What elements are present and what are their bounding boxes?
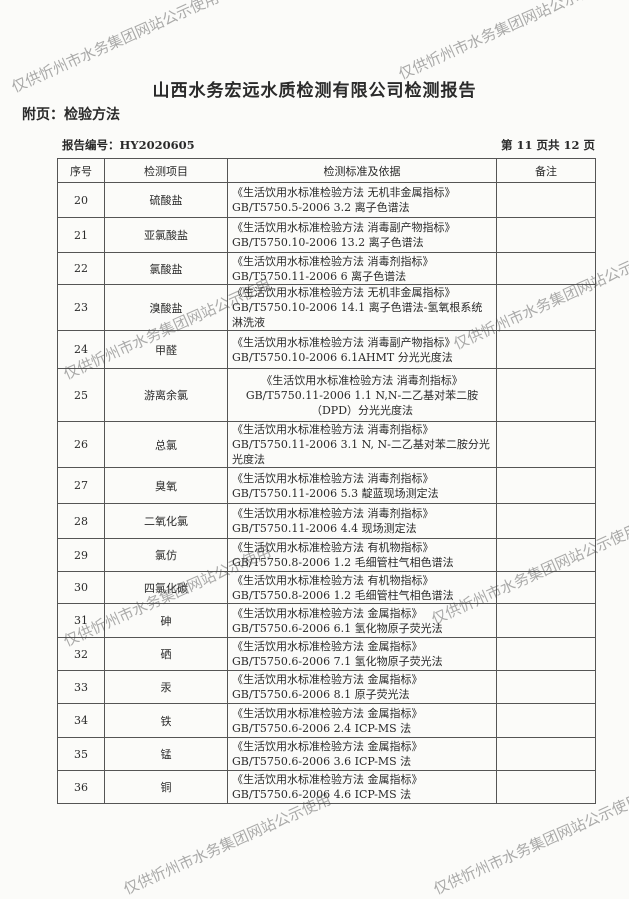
table-row: 30 四氯化碳 《生活饮用水标准检验方法 有机物指标》 GB/T5750.8-200… — [57, 571, 596, 604]
table-header-row: 序号 检测项目 检测标准及依据 备注 — [57, 158, 596, 183]
header-method: 检测标准及依据 — [227, 158, 497, 183]
row-number: 29 — [57, 538, 105, 572]
remark — [496, 571, 596, 604]
table-row: 32 硒《生活饮用水标准检验方法 金属指标》 GB/T5750.6-2006 7.… — [57, 637, 596, 671]
test-method: 《生活饮用水标准检验方法 金属指标》 GB/T5750.6-2006 2.4 I… — [227, 703, 497, 738]
test-item: 总氯 — [104, 421, 228, 468]
remark — [496, 503, 596, 539]
row-number: 30 — [57, 571, 105, 604]
remark — [496, 467, 596, 504]
page-number: 第 11 页共 12 页 — [500, 138, 595, 152]
test-method: 《生活饮用水标准检验方法 金属指标》 GB/T5750.6-2006 4.6 I… — [227, 770, 497, 804]
test-item: 溴酸盐 — [104, 284, 228, 331]
remark — [496, 284, 596, 331]
test-item: 二氧化氯 — [104, 503, 228, 539]
row-number: 32 — [57, 637, 105, 671]
remark — [496, 330, 596, 369]
remark — [496, 217, 596, 253]
remark — [496, 182, 596, 218]
row-number: 27 — [57, 467, 105, 504]
test-item: 臭氧 — [104, 467, 228, 504]
remark — [496, 770, 596, 804]
row-number: 25 — [57, 368, 105, 422]
test-item: 硫酸盐 — [104, 182, 228, 218]
row-number: 28 — [57, 503, 105, 539]
test-method: 《生活饮用水标准检验方法 消毒剂指标》 GB/T5750.11-2006 6 离… — [227, 252, 497, 285]
table-row: 27 臭氧 《生活饮用水标准检验方法 消毒剂指标》 GB/T5750.11-2006… — [57, 467, 596, 504]
test-method: 《生活饮用水标准检验方法 消毒副产物指标》 GB/T5750.10-2006 1… — [227, 217, 497, 253]
test-method: 《生活饮用水标准检验方法 消毒剂指标》 GB/T5750.11-2006 3.1… — [227, 421, 497, 468]
row-number: 35 — [57, 737, 105, 771]
methods-table: 序号 检测项目 检测标准及依据 备注 20 硫酸盐 《生活饮用水标准检验方法 无机非… — [57, 158, 596, 804]
table-row: 24 甲醛 《生活饮用水标准检验方法 消毒副产物指标》 GB/T5750.10-20… — [57, 330, 596, 369]
table-row: 23 溴酸盐 《生活饮用水标准检验方法 无机非金属指标》 GB/T5750.10-2… — [57, 284, 596, 331]
test-method: 《生活饮用水标准检验方法 有机物指标》 GB/T5750.8-2006 1.2 … — [227, 571, 497, 604]
table-row: 28 二氧化氯 《生活饮用水标准检验方法 消毒剂指标》 GB/T5750.11-20… — [57, 503, 596, 539]
test-item: 甲醛 — [104, 330, 228, 369]
test-item: 铁 — [104, 703, 228, 738]
table-row: 25 游离余氯 《生活饮用水标准检验方法 消毒剂指标》 GB/T5750.11-20… — [57, 368, 596, 422]
table-row: 35 锰《生活饮用水标准检验方法 金属指标》 GB/T5750.6-2006 3.… — [57, 737, 596, 771]
test-method: 《生活饮用水标准检验方法 消毒剂指标》 GB/T5750.11-2006 4.4… — [227, 503, 497, 539]
row-number: 21 — [57, 217, 105, 253]
remark — [496, 703, 596, 738]
test-item: 氯仿 — [104, 538, 228, 572]
test-item: 四氯化碳 — [104, 571, 228, 604]
remark — [496, 603, 596, 638]
watermark: 仅供忻州市水务集团网站公示使用 — [120, 790, 334, 899]
test-item: 游离余氯 — [104, 368, 228, 422]
remark — [496, 368, 596, 422]
test-item: 锰 — [104, 737, 228, 771]
header-item: 检测项目 — [104, 158, 228, 183]
remark — [496, 637, 596, 671]
appendix-heading: 附页：检验方法 — [22, 107, 120, 123]
test-method: 《生活饮用水标准检验方法 消毒剂指标》 GB/T5750.11-2006 1.1… — [227, 368, 497, 422]
row-number: 22 — [57, 252, 105, 285]
table-row: 22 氯酸盐 《生活饮用水标准检验方法 消毒剂指标》 GB/T5750.11-200… — [57, 252, 596, 285]
table-row: 29 氯仿 《生活饮用水标准检验方法 有机物指标》 GB/T5750.8-2006 … — [57, 538, 596, 572]
header-remark: 备注 — [496, 158, 596, 183]
remark — [496, 737, 596, 771]
report-number: 报告编号：HY2020605 — [62, 138, 195, 152]
remark — [496, 670, 596, 704]
remark — [496, 252, 596, 285]
table-row: 36 铜《生活饮用水标准检验方法 金属指标》 GB/T5750.6-2006 4.… — [57, 770, 596, 804]
test-method: 《生活饮用水标准检验方法 金属指标》 GB/T5750.6-2006 3.6 I… — [227, 737, 497, 771]
test-method: 《生活饮用水标准检验方法 金属指标》 GB/T5750.6-2006 8.1 原… — [227, 670, 497, 704]
header-no: 序号 — [57, 158, 105, 183]
test-method: 《生活饮用水标准检验方法 有机物指标》 GB/T5750.8-2006 1.2 … — [227, 538, 497, 572]
row-number: 36 — [57, 770, 105, 804]
test-method: 《生活饮用水标准检验方法 金属指标》 GB/T5750.6-2006 7.1 氢… — [227, 637, 497, 671]
row-number: 26 — [57, 421, 105, 468]
table-row: 26 总氯 《生活饮用水标准检验方法 消毒剂指标》 GB/T5750.11-2006… — [57, 421, 596, 468]
report-title: 山西水务宏远水质检测有限公司检测报告 — [152, 81, 477, 101]
row-number: 31 — [57, 603, 105, 638]
row-number: 20 — [57, 182, 105, 218]
test-item: 硒 — [104, 637, 228, 671]
remark — [496, 421, 596, 468]
row-number: 24 — [57, 330, 105, 369]
table-row: 33 汞《生活饮用水标准检验方法 金属指标》 GB/T5750.6-2006 8.… — [57, 670, 596, 704]
test-method: 《生活饮用水标准检验方法 无机非金属指标》 GB/T5750.5-2006 3.… — [227, 182, 497, 218]
test-item: 砷 — [104, 603, 228, 638]
test-method: 《生活饮用水标准检验方法 金属指标》 GB/T5750.6-2006 6.1 氢… — [227, 603, 497, 638]
table-row: 20 硫酸盐 《生活饮用水标准检验方法 无机非金属指标》 GB/T5750.5-20… — [57, 182, 596, 218]
test-method: 《生活饮用水标准检验方法 消毒副产物指标》 GB/T5750.10-2006 6… — [227, 330, 497, 369]
test-method: 《生活饮用水标准检验方法 消毒剂指标》 GB/T5750.11-2006 5.3… — [227, 467, 497, 504]
table-row: 21 亚氯酸盐 《生活饮用水标准检验方法 消毒副产物指标》 GB/T5750.10-… — [57, 217, 596, 253]
remark — [496, 538, 596, 572]
test-method: 《生活饮用水标准检验方法 无机非金属指标》 GB/T5750.10-2006 1… — [227, 284, 497, 331]
row-number: 33 — [57, 670, 105, 704]
test-item: 氯酸盐 — [104, 252, 228, 285]
table-row: 31 砷《生活饮用水标准检验方法 金属指标》 GB/T5750.6-2006 6.… — [57, 603, 596, 638]
watermark: 仅供忻州市水务集团网站公示使用 — [395, 0, 609, 84]
test-item: 铜 — [104, 770, 228, 804]
table-row: 34 铁《生活饮用水标准检验方法 金属指标》 GB/T5750.6-2006 2.… — [57, 703, 596, 738]
test-item: 汞 — [104, 670, 228, 704]
test-item: 亚氯酸盐 — [104, 217, 228, 253]
row-number: 23 — [57, 284, 105, 331]
row-number: 34 — [57, 703, 105, 738]
watermark: 仅供忻州市水务集团网站公示使用 — [430, 790, 629, 899]
